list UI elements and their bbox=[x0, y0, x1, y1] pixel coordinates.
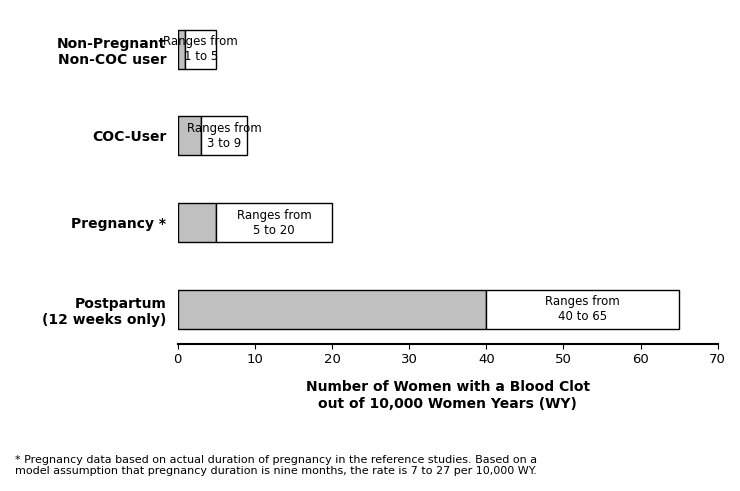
Text: Ranges from
5 to 20: Ranges from 5 to 20 bbox=[237, 209, 312, 237]
Bar bbox=[216, 203, 332, 242]
Bar bbox=[178, 116, 201, 155]
Bar bbox=[178, 29, 185, 69]
Bar bbox=[178, 290, 486, 329]
Bar bbox=[185, 29, 216, 69]
Text: Ranges from
3 to 9: Ranges from 3 to 9 bbox=[186, 122, 261, 150]
Text: Ranges from
1 to 5: Ranges from 1 to 5 bbox=[164, 35, 238, 63]
Bar bbox=[178, 203, 216, 242]
Text: Ranges from
40 to 65: Ranges from 40 to 65 bbox=[545, 295, 620, 323]
Bar bbox=[486, 290, 679, 329]
X-axis label: Number of Women with a Blood Clot
out of 10,000 Women Years (WY): Number of Women with a Blood Clot out of… bbox=[306, 381, 590, 410]
Text: * Pregnancy data based on actual duration of pregnancy in the reference studies.: * Pregnancy data based on actual duratio… bbox=[15, 455, 537, 476]
Bar bbox=[201, 116, 247, 155]
